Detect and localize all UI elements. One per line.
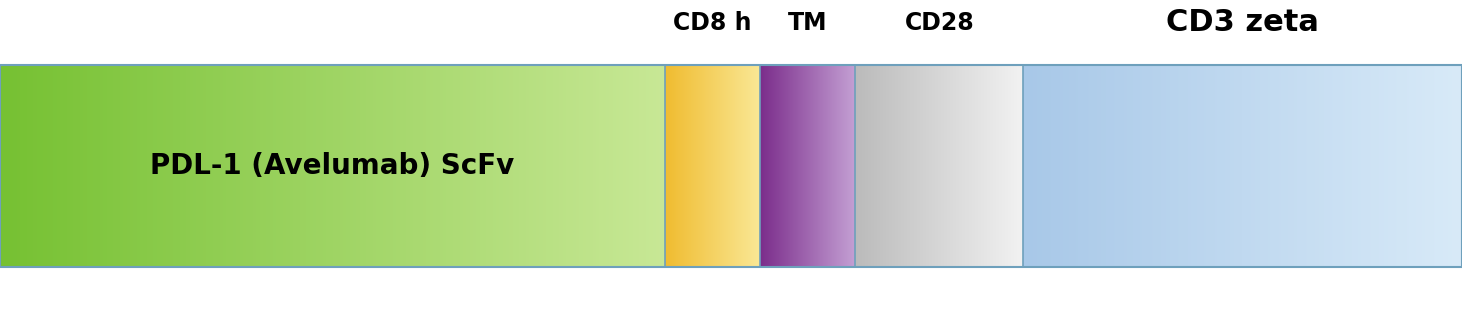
Text: PDL-1 (Avelumab) ScFv: PDL-1 (Avelumab) ScFv — [151, 152, 515, 180]
Text: TM: TM — [788, 11, 827, 35]
Text: CD3 zeta: CD3 zeta — [1167, 8, 1319, 37]
Text: CD8 h: CD8 h — [674, 11, 751, 35]
Text: CD28: CD28 — [905, 11, 974, 35]
Bar — [0, 65, 1462, 267]
